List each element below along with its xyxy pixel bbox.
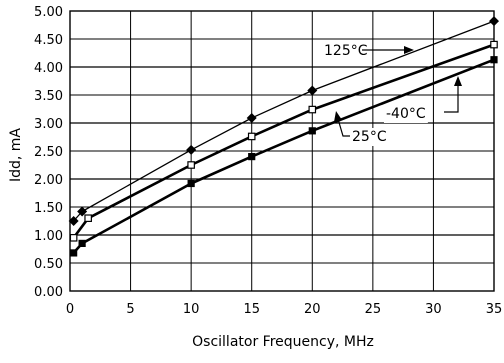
data-point-125c bbox=[307, 85, 318, 96]
data-point-minus40c bbox=[70, 249, 78, 257]
data-point-25c bbox=[84, 214, 92, 223]
annotation-layer: 125°C -40°C 25°C bbox=[322, 42, 462, 146]
series-label-25c: 25°C bbox=[352, 129, 387, 145]
data-point-minus40c bbox=[308, 127, 316, 135]
y-tick-label: 1.00 bbox=[34, 229, 63, 244]
data-point-minus40c bbox=[187, 179, 195, 188]
data-point-125c bbox=[77, 206, 88, 217]
arrow-25c bbox=[337, 118, 350, 137]
data-point-25c bbox=[490, 40, 498, 49]
x-tick-label: 0 bbox=[66, 302, 74, 317]
y-axis-title: Idd, mA bbox=[8, 128, 24, 182]
series-label-background bbox=[322, 42, 370, 60]
y-tick-label: 2.00 bbox=[34, 173, 63, 188]
data-point-minus40c bbox=[490, 56, 498, 64]
x-tick-label: 15 bbox=[243, 302, 260, 317]
series-line-minus40c bbox=[72, 58, 495, 254]
y-tick-label: 3.50 bbox=[34, 89, 63, 104]
arrow-head-125c bbox=[404, 46, 414, 54]
data-point-minus40c bbox=[78, 239, 86, 247]
x-tick-label: 5 bbox=[126, 302, 134, 317]
data-point-25c bbox=[247, 132, 256, 141]
x-tick-label: 35 bbox=[486, 302, 503, 317]
x-axis-title: Oscillator Frequency, MHz bbox=[192, 334, 374, 350]
y-tick-label: 2.50 bbox=[34, 145, 63, 160]
data-point-125c bbox=[246, 112, 257, 123]
data-point-25c bbox=[187, 161, 195, 169]
series-label-background bbox=[384, 105, 428, 123]
y-tick-label: 4.50 bbox=[34, 33, 63, 48]
x-tick-label: 10 bbox=[183, 302, 200, 317]
y-tick-label: 5.00 bbox=[34, 5, 63, 20]
y-tick-label: 3.00 bbox=[34, 117, 63, 132]
data-point-minus40c bbox=[248, 153, 256, 161]
arrow-minus40c bbox=[444, 84, 459, 113]
series-layer bbox=[72, 20, 495, 254]
arrow-head-25c bbox=[334, 111, 342, 122]
marker-layer bbox=[68, 16, 499, 257]
x-tick-label: 20 bbox=[304, 302, 321, 317]
data-point-125c bbox=[68, 216, 79, 226]
series-line-25c bbox=[72, 43, 495, 239]
tick-layer: 0 5 10 15 20 25 30 35 0.00 0.50 1.00 1.50 2.00 2.50 3.… bbox=[34, 5, 502, 317]
data-point-125c bbox=[489, 16, 499, 27]
series-label-background bbox=[350, 128, 389, 146]
x-tick-label: 25 bbox=[365, 302, 382, 317]
y-tick-label: 1.50 bbox=[34, 201, 63, 216]
series-label-125c: 125°C bbox=[324, 43, 368, 59]
x-tick-label: 30 bbox=[425, 302, 442, 317]
y-tick-label: 4.00 bbox=[34, 61, 63, 76]
y-tick-label: 0.50 bbox=[34, 257, 63, 272]
series-label-minus40c: -40°C bbox=[386, 106, 426, 122]
y-tick-label: 0.00 bbox=[34, 285, 63, 300]
data-point-25c bbox=[69, 234, 78, 242]
arrow-head-minus40c bbox=[454, 76, 462, 86]
data-point-25c bbox=[308, 105, 317, 114]
grid-layer bbox=[69, 10, 495, 292]
data-point-125c bbox=[186, 144, 197, 155]
